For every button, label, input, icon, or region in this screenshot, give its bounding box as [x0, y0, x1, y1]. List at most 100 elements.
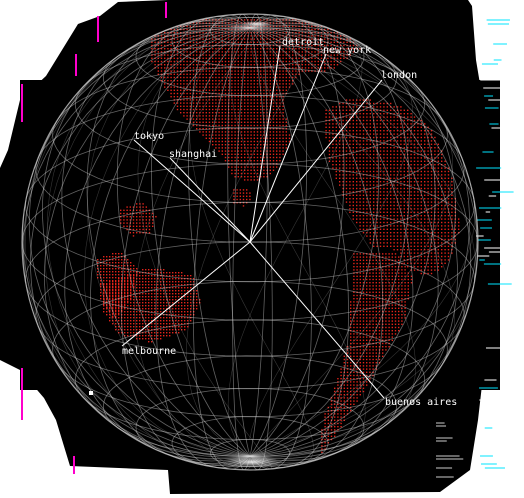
land-dot: [356, 397, 358, 399]
land-dot: [434, 269, 436, 271]
land-dot: [154, 320, 156, 322]
land-dot: [202, 108, 204, 111]
land-dot: [180, 25, 182, 27]
land-dot: [447, 235, 450, 237]
land-dot: [224, 38, 227, 40]
land-dot: [385, 326, 387, 329]
land-dot: [430, 221, 433, 224]
land-dot: [266, 92, 268, 95]
land-dot: [362, 187, 365, 190]
land-dot: [172, 302, 174, 304]
land-dot: [186, 76, 188, 79]
land-dot: [394, 301, 397, 303]
land-dot: [324, 54, 326, 56]
land-dot: [403, 235, 405, 237]
land-dot: [420, 201, 422, 203]
land-dot: [359, 140, 361, 142]
land-dot: [109, 296, 111, 298]
land-dot: [373, 211, 375, 213]
land-dot: [410, 269, 412, 271]
land-dot: [272, 22, 275, 24]
land-dot: [394, 269, 397, 271]
land-dot: [118, 277, 120, 279]
land-dot: [386, 116, 388, 118]
land-dot: [369, 198, 371, 200]
land-dot: [352, 143, 354, 145]
land-dot: [403, 157, 405, 159]
land-dot: [115, 265, 117, 267]
land-dot: [212, 140, 214, 143]
land-dot: [407, 275, 409, 277]
land-dot: [187, 278, 189, 280]
land-dot: [356, 170, 358, 173]
land-dot: [199, 76, 201, 79]
land-dot: [366, 333, 368, 335]
land-dot: [115, 295, 117, 297]
land-dot: [369, 282, 371, 284]
land-dot: [151, 284, 153, 286]
land-dot: [145, 287, 147, 289]
land-dot: [228, 67, 230, 69]
land-dot: [269, 160, 271, 162]
land-dot: [434, 198, 436, 200]
land-dot: [215, 140, 217, 143]
land-dot: [393, 208, 395, 210]
land-dot: [118, 299, 120, 301]
land-dot: [427, 143, 429, 145]
land-dot: [349, 184, 351, 186]
land-dot: [382, 349, 384, 351]
land-dot: [212, 48, 214, 50]
land-dot: [346, 368, 349, 370]
land-dot: [164, 76, 166, 79]
land-dot: [403, 249, 405, 251]
land-dot: [224, 137, 227, 139]
land-dot: [369, 201, 371, 203]
land-dot: [376, 123, 378, 125]
land-dot: [266, 38, 268, 40]
land-dot: [250, 54, 252, 56]
land-dot: [148, 308, 150, 310]
land-dot: [320, 51, 323, 53]
land-dot: [157, 272, 159, 274]
land-dot: [410, 123, 412, 125]
land-dot: [215, 131, 217, 133]
land-dot: [157, 299, 159, 301]
land-dot: [208, 83, 211, 85]
land-dot: [266, 169, 268, 171]
land-dot: [353, 387, 355, 389]
land-dot: [250, 179, 252, 181]
land-dot: [379, 126, 382, 128]
land-dot: [366, 346, 368, 348]
land-dot: [375, 333, 377, 335]
land-dot: [199, 32, 201, 34]
land-dot: [379, 109, 382, 111]
land-dot: [192, 89, 195, 91]
land-dot: [356, 130, 358, 132]
land-dot: [250, 108, 252, 111]
land-dot: [231, 99, 233, 101]
land-dot: [434, 164, 436, 166]
land-dot: [386, 167, 388, 169]
land-dot: [247, 124, 249, 127]
land-dot: [237, 105, 239, 107]
land-dot: [396, 235, 399, 237]
land-dot: [106, 277, 108, 279]
land-dot: [285, 57, 287, 59]
land-dot: [121, 287, 123, 289]
land-dot: [362, 298, 365, 300]
land-dot: [142, 293, 144, 295]
land-dot: [208, 41, 211, 43]
land-dot: [288, 41, 291, 43]
land-dot: [234, 25, 236, 27]
land-dot: [413, 235, 416, 237]
land-dot: [391, 282, 393, 284]
land-dot: [178, 296, 180, 298]
land-dot: [247, 134, 249, 136]
land-dot: [375, 342, 377, 345]
land-dot: [292, 64, 294, 66]
land-dot: [343, 406, 345, 409]
land-dot: [231, 115, 233, 117]
land-dot: [269, 140, 271, 143]
